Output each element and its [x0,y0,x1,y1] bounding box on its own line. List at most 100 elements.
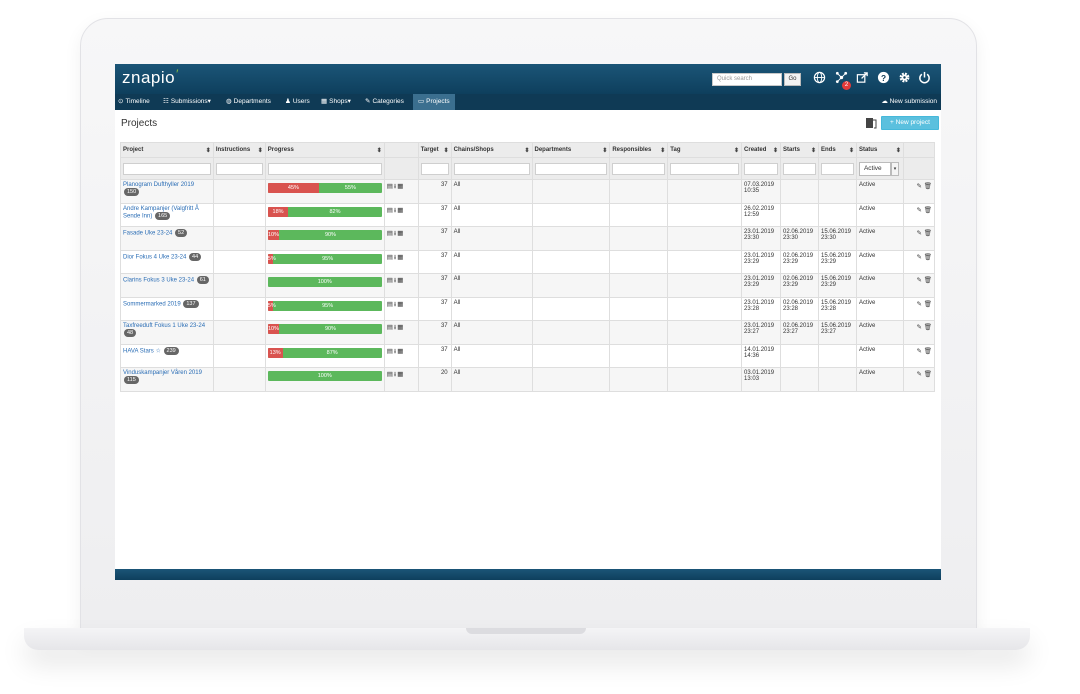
filter-created-input[interactable] [744,162,778,175]
sort-icon[interactable]: ⬍ [257,147,263,154]
new-project-button[interactable]: + New project [881,116,939,130]
sort-icon[interactable]: ⬍ [660,147,666,154]
filter-progress-input[interactable] [267,162,382,175]
project-link[interactable]: Planogram Dufthyller 2019 [123,182,195,188]
table-icon[interactable]: ▤ [386,347,394,355]
table-row[interactable]: Andre Kampanjer (Valgfritt Å Sende Inn) … [120,202,936,227]
grid-view-icon[interactable]: ▦ [397,371,405,378]
filter-project-input[interactable] [123,162,211,175]
table-row[interactable]: Vinduskampanjer Våren 2019 115 100% ▤⭳▦ 20 A… [120,367,936,392]
filter-departments-input[interactable] [534,162,608,175]
filter-target-input[interactable] [420,162,449,175]
project-link[interactable]: Clarins Fokus 3 Uke 23-24 [123,277,195,284]
project-link[interactable]: HAVA Stars ☆ [123,348,161,355]
table-row[interactable]: Taxfreeduft Fokus 1 Uke 23-24 48 10% 90% ▤⭳… [120,320,936,345]
nav-item-categories[interactable]: ✎ Categories [365,94,404,110]
project-link[interactable]: Vinduskampanjer Våren 2019 [123,370,202,376]
nav-item-timeline[interactable]: ⊙ Timeline [118,94,150,110]
trash-icon[interactable]: 🗑 [923,371,932,378]
table-icon[interactable]: ▤ [386,300,394,308]
edit-icon[interactable]: ✎ [916,347,922,355]
nav-item-users[interactable]: ♟ Users [285,94,310,110]
download-icon[interactable]: ⭳ [393,300,398,308]
edit-icon[interactable]: ✎ [916,206,922,214]
col-instructions[interactable]: Instructions ⬍ [212,142,266,158]
nav-item-departments[interactable]: ◍ Departments [226,94,271,110]
col-responsibles[interactable]: Responsibles ⬍ [609,142,669,158]
filter-starts-input[interactable] [783,162,816,175]
trash-icon[interactable]: 🗑 [923,253,932,261]
download-icon[interactable]: ⭳ [393,324,398,331]
table-row[interactable]: Dior Fokus 4 Uke 23-24 44 5% 95% ▤⭳▦ 37 All 23… [120,249,936,274]
table-icon[interactable]: ▤ [386,253,394,261]
project-link[interactable]: Taxfreeduft Fokus 1 Uke 23-24 [123,323,206,329]
status-filter-select[interactable]: Active [858,161,891,176]
download-icon[interactable]: ⭳ [393,206,398,214]
table-row[interactable]: Fasade Uke 23-24 52 10% 90% ▤⭳▦ 37 All 23.01.2… [120,226,936,251]
col-starts[interactable]: Starts ⬍ [780,142,819,158]
sort-icon[interactable]: ⬍ [734,147,740,154]
grid-view-icon[interactable]: ▦ [397,253,405,261]
grid-view-icon[interactable]: ▦ [397,206,405,214]
col-chains-shops[interactable]: Chains/Shops ⬍ [450,142,533,158]
grid-view-icon[interactable]: ▦ [397,277,405,284]
sort-icon[interactable]: ⬍ [895,147,901,154]
download-icon[interactable]: ⭳ [393,277,398,284]
filter-chains-input[interactable] [453,162,530,175]
table-row[interactable]: Sommermarked 2019 137 5% 95% ▤⭳▦ 37 All 23.01.… [120,296,936,321]
trash-icon[interactable]: 🗑 [923,324,932,331]
filter-tag-input[interactable] [670,162,740,175]
nav-item-projects[interactable]: ▭ Projects [413,94,455,110]
project-link[interactable]: Dior Fokus 4 Uke 23-24 [123,254,187,261]
edit-icon[interactable]: ✎ [916,300,922,308]
table-icon[interactable]: ▤ [386,277,394,284]
new-submission-link[interactable]: ☁ New submission [881,94,937,110]
edit-icon[interactable]: ✎ [916,183,922,190]
trash-icon[interactable]: 🗑 [923,277,932,284]
sort-icon[interactable]: ⬍ [443,147,449,154]
edit-icon[interactable]: ✎ [916,324,922,331]
table-icon[interactable]: ▤ [386,183,394,190]
power-icon[interactable] [917,71,931,85]
project-link[interactable]: Fasade Uke 23-24 [123,230,173,237]
download-icon[interactable]: ⭳ [393,253,398,261]
edit-icon[interactable]: ✎ [916,371,922,378]
table-icon[interactable]: ▤ [386,324,394,331]
edit-icon[interactable]: ✎ [916,277,922,284]
project-link[interactable]: Sommermarked 2019 [123,301,181,308]
nav-item-shops[interactable]: ▦ Shops▾ [321,94,351,110]
gear-icon[interactable] [897,71,911,85]
table-row[interactable]: Planogram Dufthyller 2019 150 45% 55% ▤⭳▦ 37… [120,179,936,204]
app-logo[interactable]: znapio′ [122,67,179,88]
trash-icon[interactable]: 🗑 [923,230,932,237]
table-row[interactable]: Clarins Fokus 3 Uke 23-24 61 100% ▤⭳▦ 37 All… [120,273,936,298]
sort-icon[interactable]: ⬍ [602,147,608,154]
sort-icon[interactable]: ⬍ [376,147,382,154]
col-tag[interactable]: Tag ⬍ [667,142,743,158]
project-link[interactable]: Andre Kampanjer (Valgfritt Å Sende Inn) [123,205,199,220]
trash-icon[interactable]: 🗑 [923,206,932,214]
trash-icon[interactable]: 🗑 [923,347,932,355]
grid-view-icon[interactable]: ▦ [397,347,405,355]
network-icon[interactable] [834,71,848,85]
grid-view-icon[interactable]: ▦ [397,183,405,190]
table-icon[interactable]: ▤ [386,206,394,214]
col-created[interactable]: Created ⬍ [741,142,781,158]
grid-view-icon[interactable]: ▦ [397,324,405,331]
sort-icon[interactable]: ⬍ [205,147,211,154]
col-status[interactable]: Status ⬍ [855,142,904,158]
share-icon[interactable] [855,71,869,85]
trash-icon[interactable]: 🗑 [923,300,932,308]
col-progress[interactable]: Progress ⬍ [264,142,385,158]
col-ends[interactable]: Ends ⬍ [817,142,857,158]
table-icon[interactable]: ▤ [386,371,394,378]
chevron-down-icon[interactable]: ▾ [890,161,899,176]
sort-icon[interactable]: ⬍ [524,147,530,154]
export-document-icon[interactable] [865,117,877,132]
table-icon[interactable]: ▤ [386,230,394,237]
sort-icon[interactable]: ⬍ [810,147,816,154]
col-target[interactable]: Target ⬍ [417,142,452,158]
globe-icon[interactable] [812,71,826,85]
sort-icon[interactable]: ⬍ [848,147,854,154]
download-icon[interactable]: ⭳ [393,183,398,190]
